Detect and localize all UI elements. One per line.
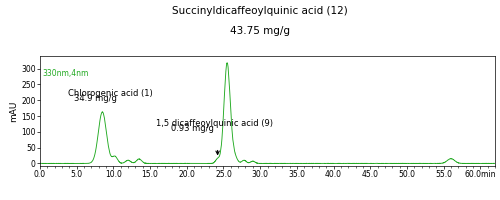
Text: 0.93 mg/g: 0.93 mg/g <box>170 124 214 133</box>
Text: Chlorogenic acid (1): Chlorogenic acid (1) <box>68 89 152 98</box>
Text: Succinyldicaffeoylquinic acid (12): Succinyldicaffeoylquinic acid (12) <box>172 6 348 16</box>
Text: 330nm,4nm: 330nm,4nm <box>42 69 88 78</box>
Text: 43.75 mg/g: 43.75 mg/g <box>230 26 290 36</box>
Text: 1,5 dicaffeoylquinic acid (9): 1,5 dicaffeoylquinic acid (9) <box>156 119 273 128</box>
Text: 34.9 mg/g: 34.9 mg/g <box>74 94 116 103</box>
Y-axis label: mAU: mAU <box>10 100 18 122</box>
